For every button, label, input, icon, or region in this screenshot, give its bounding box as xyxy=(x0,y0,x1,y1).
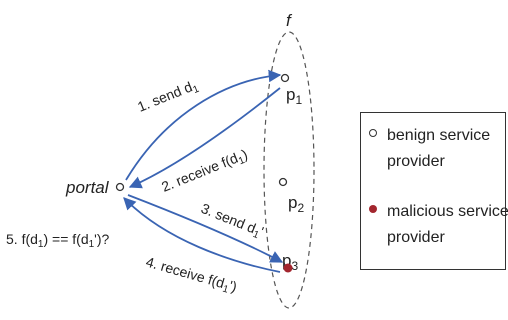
legend-benign-line1: benign service xyxy=(387,127,491,144)
arrow-send-d1-prime xyxy=(127,194,284,263)
node-p1-label: p1 xyxy=(286,85,302,107)
arrow-receive-fd1 xyxy=(128,87,281,189)
legend-malicious-line1: malicious service xyxy=(387,203,508,220)
node-p2-label: p2 xyxy=(288,193,304,215)
arrow-label-send-d1: 1. send d1 xyxy=(135,76,201,117)
node-p2 xyxy=(278,177,288,187)
malicious-marker-icon xyxy=(369,205,377,213)
function-set-ellipse xyxy=(263,31,315,309)
portal-label: portal xyxy=(65,178,110,197)
arrow-label-send-d1-prime: 3. send d1' xyxy=(198,200,266,242)
benign-marker-icon xyxy=(369,129,377,137)
node-p3-label: p3 xyxy=(282,251,298,273)
node-p1 xyxy=(280,73,290,83)
arrow-label-receive-fd1-prime: 4. receive f(d1') xyxy=(143,254,238,298)
legend-label-benign: benign service provider xyxy=(387,123,490,175)
legend-item-benign: benign service provider xyxy=(369,123,490,175)
portal-node xyxy=(115,182,125,192)
verification-check-label: 5. f(d1) == f(d1')? xyxy=(6,231,110,250)
f-label: f xyxy=(286,11,293,30)
node-p3 xyxy=(283,263,293,273)
arrow-label-receive-fd1: 2. receive f(d1) xyxy=(159,146,251,198)
legend-benign-line2: provider xyxy=(387,153,445,170)
legend: benign service provider malicious servic… xyxy=(360,112,508,270)
legend-item-malicious: malicious service provider xyxy=(369,199,508,251)
legend-malicious-line2: provider xyxy=(387,229,445,246)
arrow-send-d1 xyxy=(125,69,282,181)
arrow-receive-fd1-prime xyxy=(123,197,281,273)
legend-label-malicious: malicious service provider xyxy=(387,199,508,251)
